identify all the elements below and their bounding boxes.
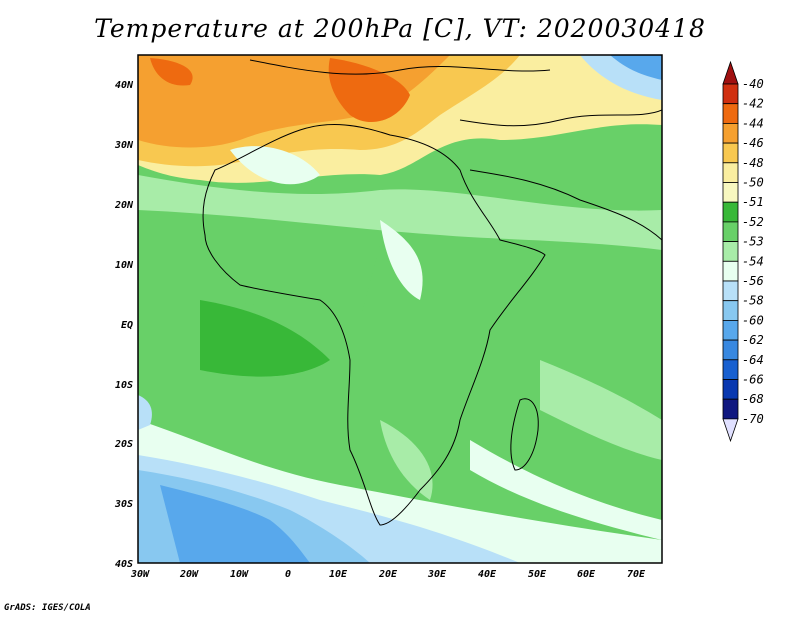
lon-label: 30E [427, 569, 447, 580]
lon-label: 20W [179, 569, 199, 580]
lat-label: 40S [115, 559, 133, 570]
lat-label: 10S [115, 380, 133, 391]
colorbar-swatch [722, 221, 739, 242]
colorbar-swatch [722, 379, 739, 400]
colorbar-label: -46 [742, 136, 764, 150]
colorbar-swatch [722, 142, 739, 164]
colorbar-swatch [722, 201, 739, 223]
coastlines [202, 59, 662, 526]
colorbar-label: -48 [742, 156, 764, 170]
colorbar-swatch [722, 398, 739, 420]
colorbar-label: -58 [742, 294, 764, 308]
colorbar-arrow-top [722, 60, 739, 85]
colorbar-label: -68 [742, 392, 764, 406]
colorbar-arrow-bottom [722, 418, 739, 443]
colorbar-label: -53 [742, 235, 764, 249]
colorbar-swatch [722, 319, 739, 341]
colorbar-swatch [722, 182, 739, 203]
temperature-field [138, 55, 662, 563]
lat-label: 10N [115, 260, 134, 271]
colorbar-label: -40 [742, 77, 764, 91]
colorbar-swatch [722, 162, 739, 183]
colorbar-label: -56 [742, 274, 764, 288]
colorbar-label: -42 [742, 97, 764, 111]
lat-label: 30N [114, 140, 134, 151]
colorbar-swatch [722, 260, 739, 282]
map-frame [137, 54, 663, 564]
lat-label: 30S [114, 499, 133, 510]
colorbar-label: -62 [742, 333, 764, 347]
credit-text: GrADS: IGES/COLA [4, 603, 91, 613]
colorbar-label: -70 [742, 412, 764, 426]
lat-label: 40N [115, 80, 134, 91]
chart-title: Temperature at 200hPa [C], VT: 202003041… [94, 14, 706, 43]
lon-label: 40E [478, 569, 497, 580]
colorbar-swatch [722, 103, 739, 124]
lon-label: 10E [329, 569, 348, 580]
colorbar-swatch [722, 300, 739, 321]
colorbar-label: -54 [742, 254, 764, 268]
colorbar-label: -44 [742, 116, 764, 130]
lon-axis: 30W 20W 10W 0 10E 20E 30E 40E 50E 60E 70… [130, 569, 646, 580]
colorbar-swatch [722, 83, 739, 105]
lon-label: 30W [130, 569, 150, 580]
colorbar-swatch [722, 123, 739, 144]
lon-label: 20E [378, 569, 398, 580]
colorbar-label: -60 [742, 313, 764, 327]
lon-label: 10W [230, 569, 249, 580]
colorbar-swatch [722, 241, 739, 262]
colorbar-swatch [722, 359, 739, 380]
colorbar-swatch [722, 339, 739, 361]
lon-label: 60E [577, 569, 596, 580]
colorbar-swatch [722, 280, 739, 302]
lat-label: EQ [121, 320, 133, 331]
colorbar-label: -64 [742, 353, 764, 367]
colorbar-label: -52 [742, 215, 764, 229]
lon-label: 0 [285, 569, 291, 580]
lon-label: 70E [627, 569, 646, 580]
lon-label: 50E [528, 569, 547, 580]
lat-label: 20N [114, 200, 134, 211]
colorbar: -40 -42 -44 -46 -48 -50 -51 -52 -53 -54 -56 -58 -60 -… [722, 60, 764, 443]
colorbar-label: -66 [742, 373, 764, 387]
lat-label: 20S [114, 439, 133, 450]
colorbar-label: -50 [742, 176, 764, 190]
colorbar-label: -51 [742, 195, 764, 209]
lat-axis: 40N 30N 20N 10N EQ 10S 20S 30S 40S [114, 80, 134, 570]
